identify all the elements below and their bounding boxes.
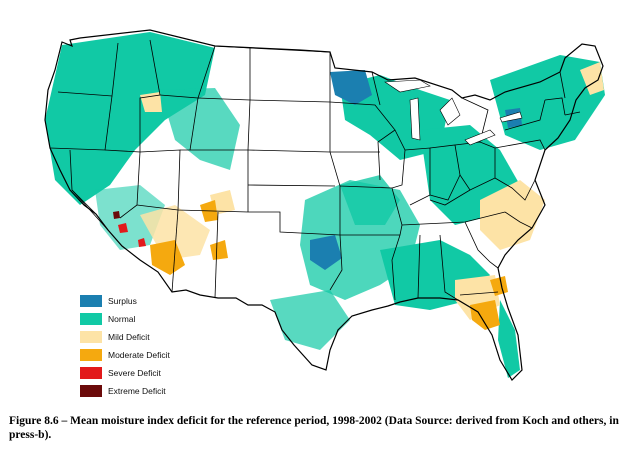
legend-label-extreme-deficit: Extreme Deficit xyxy=(108,386,166,396)
extreme-deficit-regions xyxy=(113,211,120,219)
legend-item-normal: Normal xyxy=(80,310,170,328)
legend-swatch-extreme-deficit xyxy=(80,385,102,397)
legend-item-severe-deficit: Severe Deficit xyxy=(80,364,170,382)
map-legend: Surplus Normal Mild Deficit Moderate Def… xyxy=(80,292,170,400)
normal-regions xyxy=(45,32,605,378)
great-lakes xyxy=(384,79,523,146)
legend-item-mild-deficit: Mild Deficit xyxy=(80,328,170,346)
legend-label-normal: Normal xyxy=(108,314,136,324)
legend-label-surplus: Surplus xyxy=(108,296,137,306)
figure-caption-text: Figure 8.6 – Mean moisture index deficit… xyxy=(9,415,619,441)
figure-caption: Figure 8.6 – Mean moisture index deficit… xyxy=(9,414,624,442)
us-moisture-map xyxy=(44,29,605,381)
us-outline xyxy=(44,29,604,381)
legend-swatch-normal xyxy=(80,313,102,325)
state-borders xyxy=(49,39,581,301)
legend-label-mild-deficit: Mild Deficit xyxy=(108,332,150,342)
legend-swatch-mild-deficit xyxy=(80,331,102,343)
legend-label-severe-deficit: Severe Deficit xyxy=(108,368,161,378)
legend-label-moderate-deficit: Moderate Deficit xyxy=(108,350,170,360)
severe-deficit-regions xyxy=(118,223,146,247)
legend-item-moderate-deficit: Moderate Deficit xyxy=(80,346,170,364)
legend-item-extreme-deficit: Extreme Deficit xyxy=(80,382,170,400)
legend-swatch-moderate-deficit xyxy=(80,349,102,361)
legend-swatch-surplus xyxy=(80,295,102,307)
legend-item-surplus: Surplus xyxy=(80,292,170,310)
legend-swatch-severe-deficit xyxy=(80,367,102,379)
